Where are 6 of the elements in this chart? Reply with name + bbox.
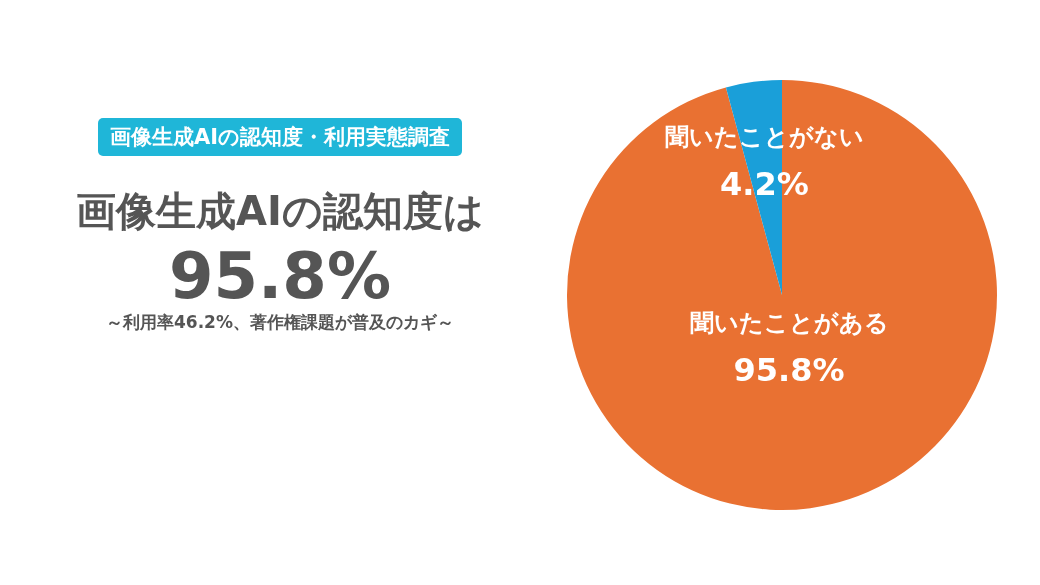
text: 画像生成AIの認知度・利用実態調査 (97, 118, 463, 156)
text: 画像生成AIの認知度は (75, 187, 485, 236)
data-label: 95.8% (733, 350, 845, 389)
slice-label: 聞いたことがある (689, 308, 889, 337)
text: 95.8% (168, 239, 392, 313)
text: ～利用率46.2%、著作権課題が普及のカギ～ (105, 311, 455, 335)
